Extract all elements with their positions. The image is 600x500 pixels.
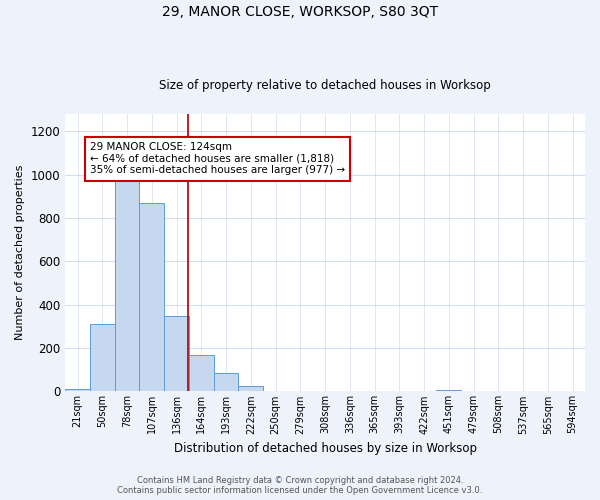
Bar xyxy=(189,354,214,392)
Text: 29, MANOR CLOSE, WORKSOP, S80 3QT: 29, MANOR CLOSE, WORKSOP, S80 3QT xyxy=(162,5,438,19)
Bar xyxy=(90,324,115,392)
Bar xyxy=(139,203,164,392)
Bar xyxy=(238,386,263,392)
Bar xyxy=(436,390,461,392)
Bar xyxy=(115,180,139,392)
Bar xyxy=(214,373,238,392)
Text: Contains HM Land Registry data © Crown copyright and database right 2024.
Contai: Contains HM Land Registry data © Crown c… xyxy=(118,476,482,495)
Title: Size of property relative to detached houses in Worksop: Size of property relative to detached ho… xyxy=(159,79,491,92)
Bar xyxy=(65,389,90,392)
Text: 29 MANOR CLOSE: 124sqm
← 64% of detached houses are smaller (1,818)
35% of semi-: 29 MANOR CLOSE: 124sqm ← 64% of detached… xyxy=(90,142,345,176)
Y-axis label: Number of detached properties: Number of detached properties xyxy=(15,165,25,340)
Bar xyxy=(164,316,189,392)
X-axis label: Distribution of detached houses by size in Worksop: Distribution of detached houses by size … xyxy=(173,442,476,455)
